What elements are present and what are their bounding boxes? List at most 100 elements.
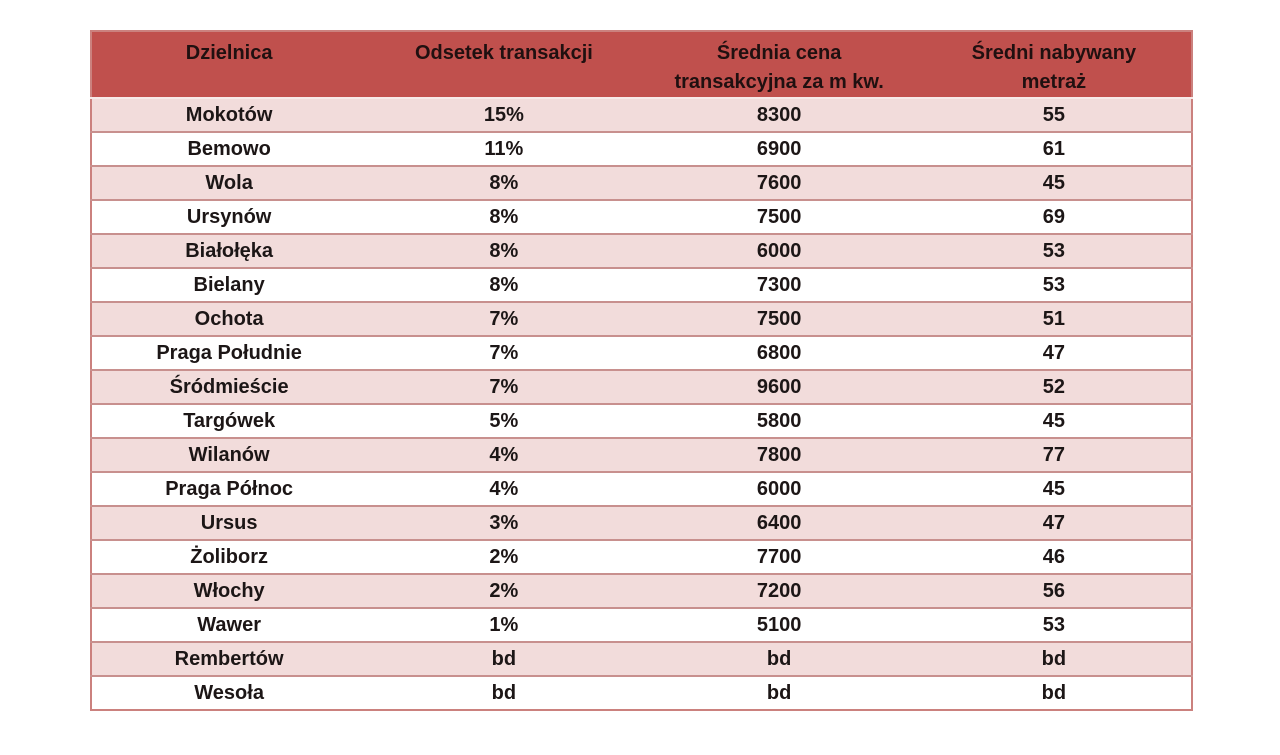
table-header: Dzielnica Odsetek transakcji Średnia cen… bbox=[91, 31, 1192, 99]
cell-avg-price: 7300 bbox=[756, 273, 802, 296]
cell-district: Targówek bbox=[183, 409, 276, 432]
cell-avg-price: 7700 bbox=[756, 545, 802, 568]
cell-district: Bielany bbox=[193, 273, 265, 296]
cell-avg-price: 7600 bbox=[756, 171, 802, 194]
cell-transaction-share: 7% bbox=[489, 341, 519, 364]
table-row: Wola 8% 7600 45 bbox=[91, 166, 1192, 200]
table-row: Praga Północ 4% 6000 45 bbox=[91, 472, 1192, 506]
column-header-odsetek-transakcji: Odsetek transakcji bbox=[366, 31, 642, 99]
cell-avg-area: 55 bbox=[1042, 103, 1065, 126]
cell-district: Żoliborz bbox=[190, 545, 268, 568]
cell-avg-price: 7200 bbox=[756, 579, 802, 602]
header-line: Średni nabywany bbox=[971, 42, 1137, 64]
cell-avg-price: 6800 bbox=[756, 341, 802, 364]
cell-transaction-share: 7% bbox=[489, 375, 519, 398]
cell-district: Wawer bbox=[197, 613, 261, 636]
table-row: Wesoła bd bd bd bbox=[91, 676, 1192, 710]
cell-avg-area: bd bbox=[1041, 681, 1067, 704]
cell-avg-price: 7500 bbox=[756, 205, 802, 228]
cell-avg-area: 45 bbox=[1042, 171, 1065, 194]
cell-district: Ursynów bbox=[186, 205, 272, 228]
cell-avg-area: 53 bbox=[1042, 273, 1065, 296]
header-line: Dzielnica bbox=[185, 42, 273, 64]
cell-transaction-share: 8% bbox=[489, 205, 519, 228]
table-row: Targówek 5% 5800 45 bbox=[91, 404, 1192, 438]
header-line: metraż bbox=[1021, 71, 1087, 93]
table-row: Mokotów 15% 8300 55 bbox=[91, 98, 1192, 132]
cell-avg-area: bd bbox=[1041, 647, 1067, 670]
cell-avg-price: 9600 bbox=[756, 375, 802, 398]
cell-avg-price: 6900 bbox=[756, 137, 802, 160]
cell-district: Wesoła bbox=[194, 681, 264, 704]
cell-transaction-share: 4% bbox=[489, 477, 519, 500]
cell-avg-area: 69 bbox=[1042, 205, 1065, 228]
table-row: Bemowo 11% 6900 61 bbox=[91, 132, 1192, 166]
cell-avg-price: 6400 bbox=[756, 511, 802, 534]
header-row: Dzielnica Odsetek transakcji Średnia cen… bbox=[91, 31, 1192, 99]
table-row: Żoliborz 2% 7700 46 bbox=[91, 540, 1192, 574]
districts-table: Dzielnica Odsetek transakcji Średnia cen… bbox=[90, 30, 1193, 711]
header-line: Średnia cena bbox=[716, 42, 842, 64]
cell-district: Mokotów bbox=[185, 103, 273, 126]
cell-avg-area: 52 bbox=[1042, 375, 1065, 398]
cell-district: Bemowo bbox=[187, 137, 271, 160]
cell-district: Białołęka bbox=[185, 239, 274, 262]
table-row: Białołęka 8% 6000 53 bbox=[91, 234, 1192, 268]
cell-avg-price: bd bbox=[766, 681, 792, 704]
cell-avg-price: 5800 bbox=[756, 409, 802, 432]
table-row: Ursus 3% 6400 47 bbox=[91, 506, 1192, 540]
table-row: Bielany 8% 7300 53 bbox=[91, 268, 1192, 302]
cell-transaction-share: 8% bbox=[489, 239, 519, 262]
districts-table-container: Dzielnica Odsetek transakcji Średnia cen… bbox=[90, 30, 1193, 711]
cell-district: Śródmieście bbox=[169, 375, 289, 398]
cell-transaction-share: 5% bbox=[489, 409, 519, 432]
cell-avg-price: bd bbox=[766, 647, 792, 670]
header-line: Odsetek transakcji bbox=[414, 42, 593, 64]
cell-transaction-share: 8% bbox=[489, 273, 519, 296]
cell-transaction-share: 1% bbox=[489, 613, 519, 636]
cell-avg-price: 7500 bbox=[756, 307, 802, 330]
cell-transaction-share: 3% bbox=[489, 511, 519, 534]
cell-transaction-share: 4% bbox=[489, 443, 519, 466]
cell-district: Ochota bbox=[194, 307, 264, 330]
table-body: Mokotów 15% 8300 55 Bemowo 11% 6900 61 W… bbox=[91, 98, 1192, 710]
cell-avg-area: 51 bbox=[1042, 307, 1065, 330]
cell-transaction-share: 7% bbox=[489, 307, 519, 330]
cell-district: Praga Północ bbox=[165, 477, 294, 500]
cell-district: Wola bbox=[205, 171, 253, 194]
cell-district: Włochy bbox=[193, 579, 265, 602]
cell-transaction-share: 11% bbox=[484, 137, 524, 160]
header-line: transakcyjna za m kw. bbox=[674, 71, 884, 93]
column-header-srednia-cena: Średnia cena transakcyjna za m kw. bbox=[641, 31, 917, 99]
cell-avg-area: 47 bbox=[1042, 511, 1065, 534]
column-header-sredni-metraz: Średni nabywany metraż bbox=[916, 31, 1192, 99]
cell-avg-area: 45 bbox=[1042, 477, 1065, 500]
table-row: Włochy 2% 7200 56 bbox=[91, 574, 1192, 608]
cell-avg-area: 46 bbox=[1042, 545, 1065, 568]
cell-district: Rembertów bbox=[174, 647, 284, 670]
cell-avg-price: 5100 bbox=[756, 613, 802, 636]
cell-transaction-share: bd bbox=[491, 647, 517, 670]
table-row: Ursynów 8% 7500 69 bbox=[91, 200, 1192, 234]
column-header-dzielnica: Dzielnica bbox=[91, 31, 367, 99]
cell-avg-price: 8300 bbox=[756, 103, 802, 126]
cell-transaction-share: 2% bbox=[489, 545, 519, 568]
cell-avg-price: 7800 bbox=[756, 443, 802, 466]
table-row: Śródmieście 7% 9600 52 bbox=[91, 370, 1192, 404]
cell-transaction-share: bd bbox=[491, 681, 517, 704]
table-row: Wawer 1% 5100 53 bbox=[91, 608, 1192, 642]
cell-district: Ursus bbox=[200, 511, 258, 534]
cell-district: Wilanów bbox=[188, 443, 270, 466]
cell-avg-area: 77 bbox=[1042, 443, 1065, 466]
cell-avg-area: 56 bbox=[1042, 579, 1065, 602]
table-row: Rembertów bd bd bd bbox=[91, 642, 1192, 676]
cell-avg-area: 45 bbox=[1042, 409, 1065, 432]
table-row: Praga Południe 7% 6800 47 bbox=[91, 336, 1192, 370]
cell-district: Praga Południe bbox=[156, 341, 302, 364]
cell-avg-area: 53 bbox=[1042, 613, 1065, 636]
cell-transaction-share: 15% bbox=[483, 103, 524, 126]
cell-avg-area: 47 bbox=[1042, 341, 1065, 364]
cell-avg-area: 53 bbox=[1042, 239, 1065, 262]
cell-transaction-share: 8% bbox=[489, 171, 519, 194]
